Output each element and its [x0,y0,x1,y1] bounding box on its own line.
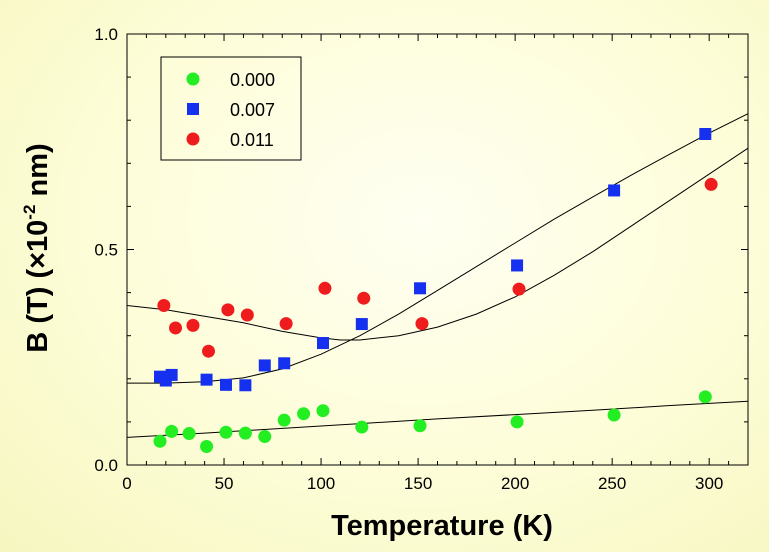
x-tick-label: 150 [404,474,432,493]
data-point [357,291,371,305]
data-point [704,177,718,191]
axis-tick-labels: 0 50 100 150 200 250 300 0.0 0.5 1.0 [94,25,723,493]
y-axis-title: B (T) (×10-2 nm) [20,143,54,352]
data-point [297,407,311,421]
x-tick-label: 250 [598,474,626,493]
x-tick-label: 0 [122,474,131,493]
data-point [258,430,272,444]
data-point [607,408,621,422]
fit-curve [127,113,749,384]
plot-frame [126,33,749,466]
data-point [608,184,621,197]
fit-curve [126,147,749,341]
data-point [186,318,200,332]
data-point [239,379,252,392]
legend-marker [187,103,199,115]
data-point [699,127,712,140]
legend-box [160,56,302,161]
data-points [153,127,718,453]
data-point [355,318,368,331]
legend-marker [186,72,200,86]
data-point [355,420,369,434]
data-point [511,259,524,272]
data-point [200,439,214,453]
data-point [219,425,233,439]
y-tick-label: 1.0 [94,25,118,44]
data-point [512,282,526,296]
x-tick-label: 300 [695,474,723,493]
data-point [413,419,427,433]
x-tick-label: 200 [501,474,529,493]
x-tick-label: 50 [215,474,234,493]
data-point [202,344,216,358]
data-point [200,373,213,386]
plot-area-border [126,33,749,466]
y-tick-label: 0.5 [94,241,118,260]
data-point [318,281,332,295]
data-point [277,413,291,427]
data-point [278,357,291,370]
data-point [219,378,232,391]
data-point [157,299,171,313]
legend-label: 0.000 [230,70,275,90]
y-axis-title-unit: nm) [22,143,54,204]
data-point [316,404,330,418]
x-tick-label: 100 [307,474,335,493]
data-point [317,337,330,350]
data-point [153,434,167,448]
data-point [240,308,254,322]
axis-ticks [126,33,749,466]
data-point [415,317,429,331]
data-point [169,321,183,335]
data-point [414,282,427,295]
legend-label: 0.007 [230,100,275,120]
data-point [182,427,196,441]
y-axis-title-exponent: -2 [20,205,39,220]
data-point [698,390,712,404]
y-axis-title-main: B (T) (×10 [22,220,54,353]
data-point [238,426,252,440]
y-tick-label: 0.0 [94,456,118,475]
legend-marker [186,132,200,146]
data-point [165,424,179,438]
data-point [258,359,271,372]
data-point [510,415,524,429]
data-point [165,368,178,381]
x-axis-title: Temperature (K) [331,510,553,542]
legend-label: 0.011 [230,130,274,150]
data-point [221,303,235,317]
data-point [279,317,293,331]
legend: 0.000 0.007 0.011 [160,56,302,161]
